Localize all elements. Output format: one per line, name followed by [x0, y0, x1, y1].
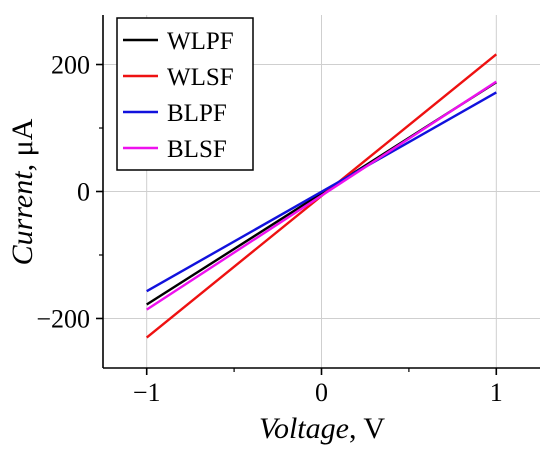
series-line-blpf	[146, 91, 497, 293]
x-axis-title-italic: Voltage	[259, 412, 349, 445]
y-axis-title-unit: , μA	[6, 118, 39, 171]
y-tick-label: 200	[51, 51, 90, 80]
y-axis-title: Current, μA	[6, 118, 39, 265]
axes	[96, 15, 540, 375]
legend-label-blsf: BLSF	[167, 136, 227, 163]
x-tick-label: 1	[490, 378, 503, 407]
legend: WLPF WLSF BLPF BLSF	[116, 17, 254, 171]
x-axis-title: Voltage, V	[259, 412, 385, 445]
y-axis-title-italic: Current	[6, 171, 39, 266]
legend-label-blpf: BLPF	[167, 100, 227, 127]
legend-label-wlpf: WLPF	[167, 28, 234, 55]
x-axis-title-unit: , V	[349, 412, 385, 445]
legend-box	[116, 17, 254, 171]
tick-labels: −1 0 1 −200 0 200	[36, 51, 502, 407]
x-tick-label: −1	[133, 378, 161, 407]
series-lines	[145, 53, 498, 339]
series-line-blsf	[146, 80, 497, 311]
y-tick-label: −200	[36, 304, 90, 333]
legend-label-wlsf: WLSF	[167, 64, 234, 91]
y-tick-label: 0	[77, 178, 90, 207]
x-tick-label: 0	[315, 378, 328, 407]
